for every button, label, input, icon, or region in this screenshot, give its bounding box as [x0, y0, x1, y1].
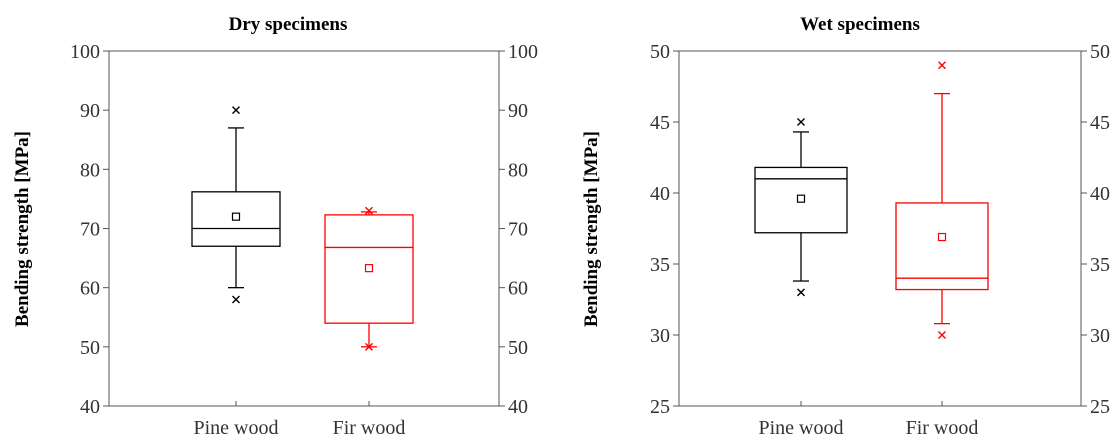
- wet-ytick-left-label: 50: [650, 41, 670, 63]
- dry-ytick-left-label: 80: [80, 159, 100, 181]
- wet-fir-mean-marker: [937, 232, 947, 242]
- wet-category-label: Fir wood: [906, 417, 979, 439]
- wet-chart-title: Wet specimens: [800, 14, 920, 35]
- wet-fir-outlier-stroke: [938, 331, 946, 339]
- wet-ytick-right-label: 35: [1090, 254, 1110, 276]
- dry-ytick-right-label: 60: [508, 278, 528, 300]
- dry-pine-outlier-marker: [232, 106, 240, 115]
- wet-fir-outlier-stroke: [938, 61, 946, 70]
- wet-fir-outlier-marker: [938, 61, 946, 70]
- dry-ytick-left-label: 50: [80, 337, 100, 359]
- dry-ytick-right-label: 40: [508, 396, 528, 418]
- dry-fir-outlier-marker: [365, 342, 373, 351]
- dry-pine-outlier-stroke: [232, 295, 240, 304]
- dry-fir-box: [324, 214, 414, 324]
- wet-ytick-left-label: 30: [650, 325, 670, 347]
- wet-ytick-left-label: 40: [650, 183, 670, 205]
- wet-ytick-left-label: 25: [650, 396, 670, 418]
- dry-ytick-left-label: 70: [80, 219, 100, 241]
- dry-fir-mean-marker: [364, 264, 374, 273]
- wet-ytick-left-label: 35: [650, 254, 670, 276]
- dry-pine-outlier-stroke: [232, 106, 240, 115]
- wet-pine-mean-marker: [796, 194, 806, 203]
- wet-ytick-right-label: 30: [1090, 325, 1110, 347]
- wet-ytick-right-label: 25: [1090, 396, 1110, 418]
- dry-ytick-left-label: 90: [80, 100, 100, 122]
- wet-fir-outlier-marker: [938, 331, 946, 339]
- wet-pine-outlier-marker: [797, 118, 805, 126]
- wet-pine-box: [754, 166, 848, 234]
- wet-category-label: Pine wood: [759, 417, 844, 439]
- dry-ytick-right-label: 50: [508, 337, 528, 359]
- dry-ytick-right-label: 70: [508, 219, 528, 241]
- dry-fir-outlier-stroke: [365, 206, 373, 215]
- dry-pine-box: [191, 191, 281, 247]
- dry-fir-outlier-stroke: [365, 342, 373, 351]
- wet-fir-box: [895, 202, 989, 291]
- dry-plot-frame: [108, 50, 500, 407]
- dry-category-label: Fir wood: [333, 417, 406, 439]
- dry-ytick-right-label: 90: [508, 100, 528, 122]
- wet-pine-outlier-marker: [797, 288, 805, 297]
- dry-ytick-right-label: 100: [508, 41, 538, 63]
- dry-specimens-panel: Dry specimens Bending strength [MPa] 40 4…: [12, 14, 538, 439]
- wet-pine-outlier-stroke: [797, 118, 805, 126]
- wet-pine-outlier-stroke: [797, 288, 805, 297]
- wet-y-axis-label: Bending strength [MPa]: [581, 131, 602, 327]
- dry-ytick-left-label: 40: [80, 396, 100, 418]
- wet-specimens-panel: Wet specimens Bending strength [MPa] 25 2…: [581, 14, 1110, 439]
- dry-pine-mean-marker: [231, 212, 241, 221]
- dry-ytick-right-label: 80: [508, 159, 528, 181]
- dry-ytick-left-label: 60: [80, 278, 100, 300]
- wet-ytick-right-label: 50: [1090, 41, 1110, 63]
- dry-pine-outlier-marker: [232, 295, 240, 304]
- dry-fir-outlier-marker: [365, 206, 373, 215]
- dry-chart-title: Dry specimens: [229, 14, 348, 35]
- wet-ytick-right-label: 40: [1090, 183, 1110, 205]
- dry-ytick-left-label: 100: [70, 41, 100, 63]
- dry-y-axis-label: Bending strength [MPa]: [12, 131, 33, 327]
- wet-plot-frame: [678, 50, 1082, 407]
- wet-ytick-right-label: 45: [1090, 112, 1110, 134]
- wet-ytick-left-label: 45: [650, 112, 670, 134]
- dry-category-label: Pine wood: [194, 417, 279, 439]
